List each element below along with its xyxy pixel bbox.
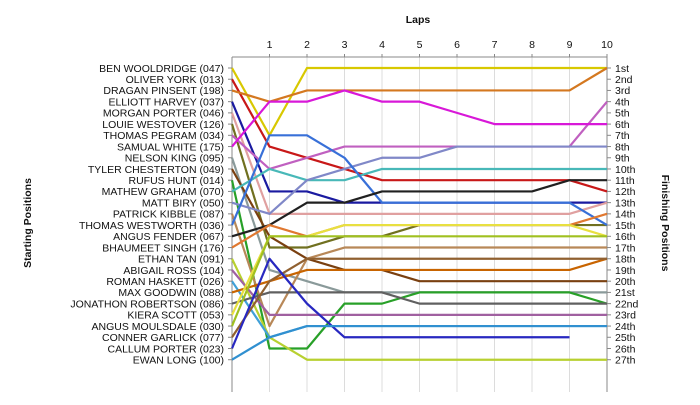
series-line — [231, 257, 608, 294]
starting-position-label: CONNER GARLICK (077) — [102, 332, 224, 344]
finishing-position-label: 27th — [615, 355, 636, 367]
starting-position-label: MAX GOODWIN (088) — [118, 287, 224, 299]
finishing-position-label: 24th — [615, 321, 636, 333]
starting-position-label: ABIGAIL ROSS (104) — [123, 265, 224, 277]
series-line — [231, 78, 608, 193]
starting-position-label: ANGUS MOULSDALE (030) — [92, 321, 224, 333]
finishing-position-label: 16th — [615, 231, 636, 243]
finishing-position-label: 22nd — [615, 298, 639, 310]
series-line — [231, 89, 607, 148]
starting-position-label: KIERA SCOTT (053) — [127, 310, 224, 322]
finishing-position-label: 11th — [615, 175, 635, 187]
lap-tick-label: 8 — [529, 39, 535, 51]
series-line — [231, 66, 607, 137]
finishing-position-label: 3rd — [615, 85, 630, 97]
starting-position-label: ROMAN HASKETT (026) — [106, 276, 224, 288]
left-axis-title: Starting Positions — [22, 178, 34, 268]
series-line — [231, 67, 608, 103]
series-line — [230, 134, 608, 227]
series-line — [231, 167, 607, 193]
finishing-position-label: 8th — [615, 141, 630, 153]
finishing-position-label: 23rd — [615, 310, 636, 322]
finishing-position-label: 19th — [615, 265, 636, 277]
lap-tick-label: 3 — [342, 39, 348, 51]
starting-position-label: NELSON KING (095) — [125, 153, 224, 165]
finishing-position-label: 17th — [615, 242, 636, 254]
starting-position-label: ELLIOTT HARVEY (037) — [108, 96, 224, 108]
finishing-position-label: 21st — [615, 287, 635, 299]
series-line — [231, 291, 607, 305]
labels-layer: BEN WOOLDRIDGE (047)OLIVER YORK (013)DRA… — [70, 63, 232, 367]
starting-position-label: JONATHON ROBERTSON (086) — [70, 298, 224, 310]
series-line — [230, 213, 607, 328]
lap-tick-label: 4 — [379, 39, 385, 51]
series-line — [231, 258, 607, 361]
lap-tick-label: 9 — [567, 39, 573, 51]
starting-position-label: CALLUM PORTER (023) — [107, 343, 224, 355]
starting-position-label: BEN WOOLDRIDGE (047) — [99, 63, 224, 75]
lap-tick-label: 1 — [267, 39, 273, 51]
series-line — [230, 235, 607, 327]
series-line — [231, 324, 607, 361]
starting-position-label: MORGAN PORTER (046) — [103, 108, 224, 120]
series-line — [231, 257, 607, 338]
lap-tick-label: 10 — [601, 39, 613, 51]
lap-tick-label: 2 — [304, 39, 310, 51]
finishing-position-label: 2nd — [615, 74, 633, 86]
series-layer — [230, 66, 608, 361]
starting-position-label: ETHAN TAN (091) — [138, 254, 224, 266]
finishing-position-label: 4th — [615, 96, 630, 108]
finishing-position-label: 1st — [615, 63, 629, 75]
lap-tick-label: 5 — [417, 39, 423, 51]
starting-position-label: THOMAS WESTWORTH (036) — [79, 220, 224, 232]
right-axis-title: Finishing Positions — [659, 175, 671, 272]
starting-position-label: THOMAS PEGRAM (034) — [103, 130, 224, 142]
finishing-position-label: 15th — [615, 220, 636, 232]
series-line — [230, 179, 608, 350]
finishing-position-label: 26th — [615, 343, 636, 355]
finishing-position-label: 12th — [615, 186, 636, 198]
lap-tick-label: 6 — [454, 39, 460, 51]
finishing-position-label: 7th — [615, 130, 630, 142]
series-line — [231, 269, 607, 316]
series-line — [231, 179, 607, 238]
x-axis-title: Laps — [406, 14, 431, 26]
starting-position-label: LOUIE WESTOVER (126) — [102, 119, 224, 131]
finishing-position-label: 20th — [615, 276, 636, 288]
finishing-position-label: 5th — [615, 108, 630, 120]
finishing-position-label: 9th — [615, 153, 630, 165]
starting-position-label: SAMUAL WHITE (175) — [117, 141, 224, 153]
finishing-position-label: 6th — [615, 119, 630, 131]
finishing-position-label: 18th — [615, 254, 636, 266]
finishing-position-label: 14th — [615, 209, 636, 221]
starting-position-label: EWAN LONG (100) — [133, 355, 224, 367]
starting-position-label: TYLER CHESTERTON (049) — [88, 164, 224, 176]
series-line — [230, 112, 608, 215]
finishing-position-label: 25th — [615, 332, 636, 344]
starting-position-label: BHAUMEET SINGH (176) — [102, 242, 224, 254]
starting-position-label: MATT BIRY (050) — [142, 197, 224, 209]
series-line — [230, 257, 570, 349]
starting-position-label: ANGUS FENDER (067) — [113, 231, 224, 243]
lap-tick-label: 7 — [492, 39, 498, 51]
finishing-position-label: 13th — [615, 197, 636, 209]
series-line — [231, 168, 607, 283]
starting-position-label: DRAGAN PINSENT (198) — [103, 85, 224, 97]
starting-position-label: MATHEW GRAHAM (070) — [102, 186, 224, 198]
starting-position-label: RUFUS HUNT (014) — [129, 175, 224, 187]
finishing-position-label: 10th — [615, 164, 636, 176]
starting-position-label: OLIVER YORK (013) — [126, 74, 224, 86]
starting-position-label: PATRICK KIBBLE (087) — [113, 209, 224, 221]
series-line — [231, 145, 607, 215]
